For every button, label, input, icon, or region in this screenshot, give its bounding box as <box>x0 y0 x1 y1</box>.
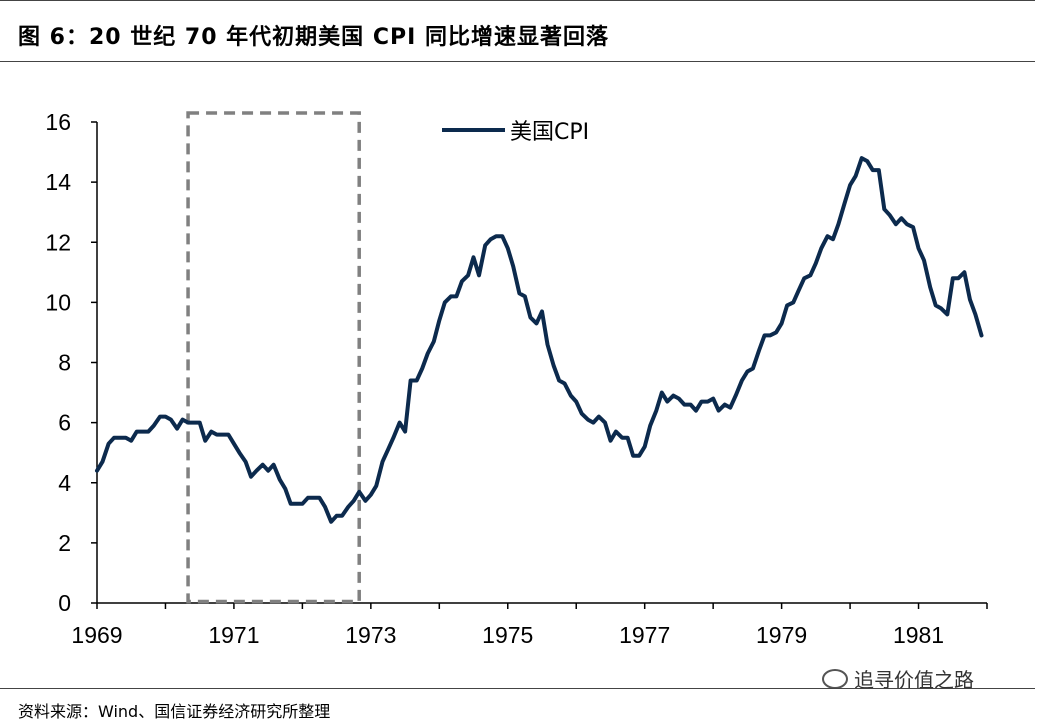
footer-divider <box>0 688 1035 689</box>
y-tick-label: 2 <box>58 530 71 556</box>
legend-label: 美国CPI <box>510 120 589 145</box>
highlight-box <box>186 111 361 604</box>
legend: 美国CPI <box>442 120 589 145</box>
source-note: 资料来源：Wind、国信证券经济研究所整理 <box>18 702 331 721</box>
chart-axes: 0 2 4 6 8 10 12 14 16 1969 1971 1973 1975 1977 1979 198… <box>45 109 988 648</box>
wechat-icon <box>822 669 848 689</box>
title-bar: 图 6：20 世纪 70 年代初期美国 CPI 同比增速显著回落 <box>0 0 1035 62</box>
x-tick-label: 1977 <box>619 622 670 648</box>
page-title: 图 6：20 世纪 70 年代初期美国 CPI 同比增速显著回落 <box>18 25 609 50</box>
y-tick-label: 8 <box>58 350 71 376</box>
y-tick-label: 14 <box>45 169 71 195</box>
x-tick-label: 1979 <box>756 622 807 648</box>
cpi-series-line <box>95 156 984 524</box>
x-tick-label: 1975 <box>482 622 533 648</box>
x-tick-label: 1981 <box>893 622 944 648</box>
y-tick-label: 6 <box>58 410 71 436</box>
y-tick-label: 16 <box>45 109 71 135</box>
y-tick-label: 0 <box>58 590 71 616</box>
y-tick-label: 12 <box>45 229 71 255</box>
y-tick-label: 10 <box>45 289 71 315</box>
x-tick-label: 1973 <box>345 622 396 648</box>
x-tick-label: 1969 <box>71 622 122 648</box>
y-tick-label: 4 <box>58 470 71 496</box>
x-tick-label: 1971 <box>208 622 259 648</box>
